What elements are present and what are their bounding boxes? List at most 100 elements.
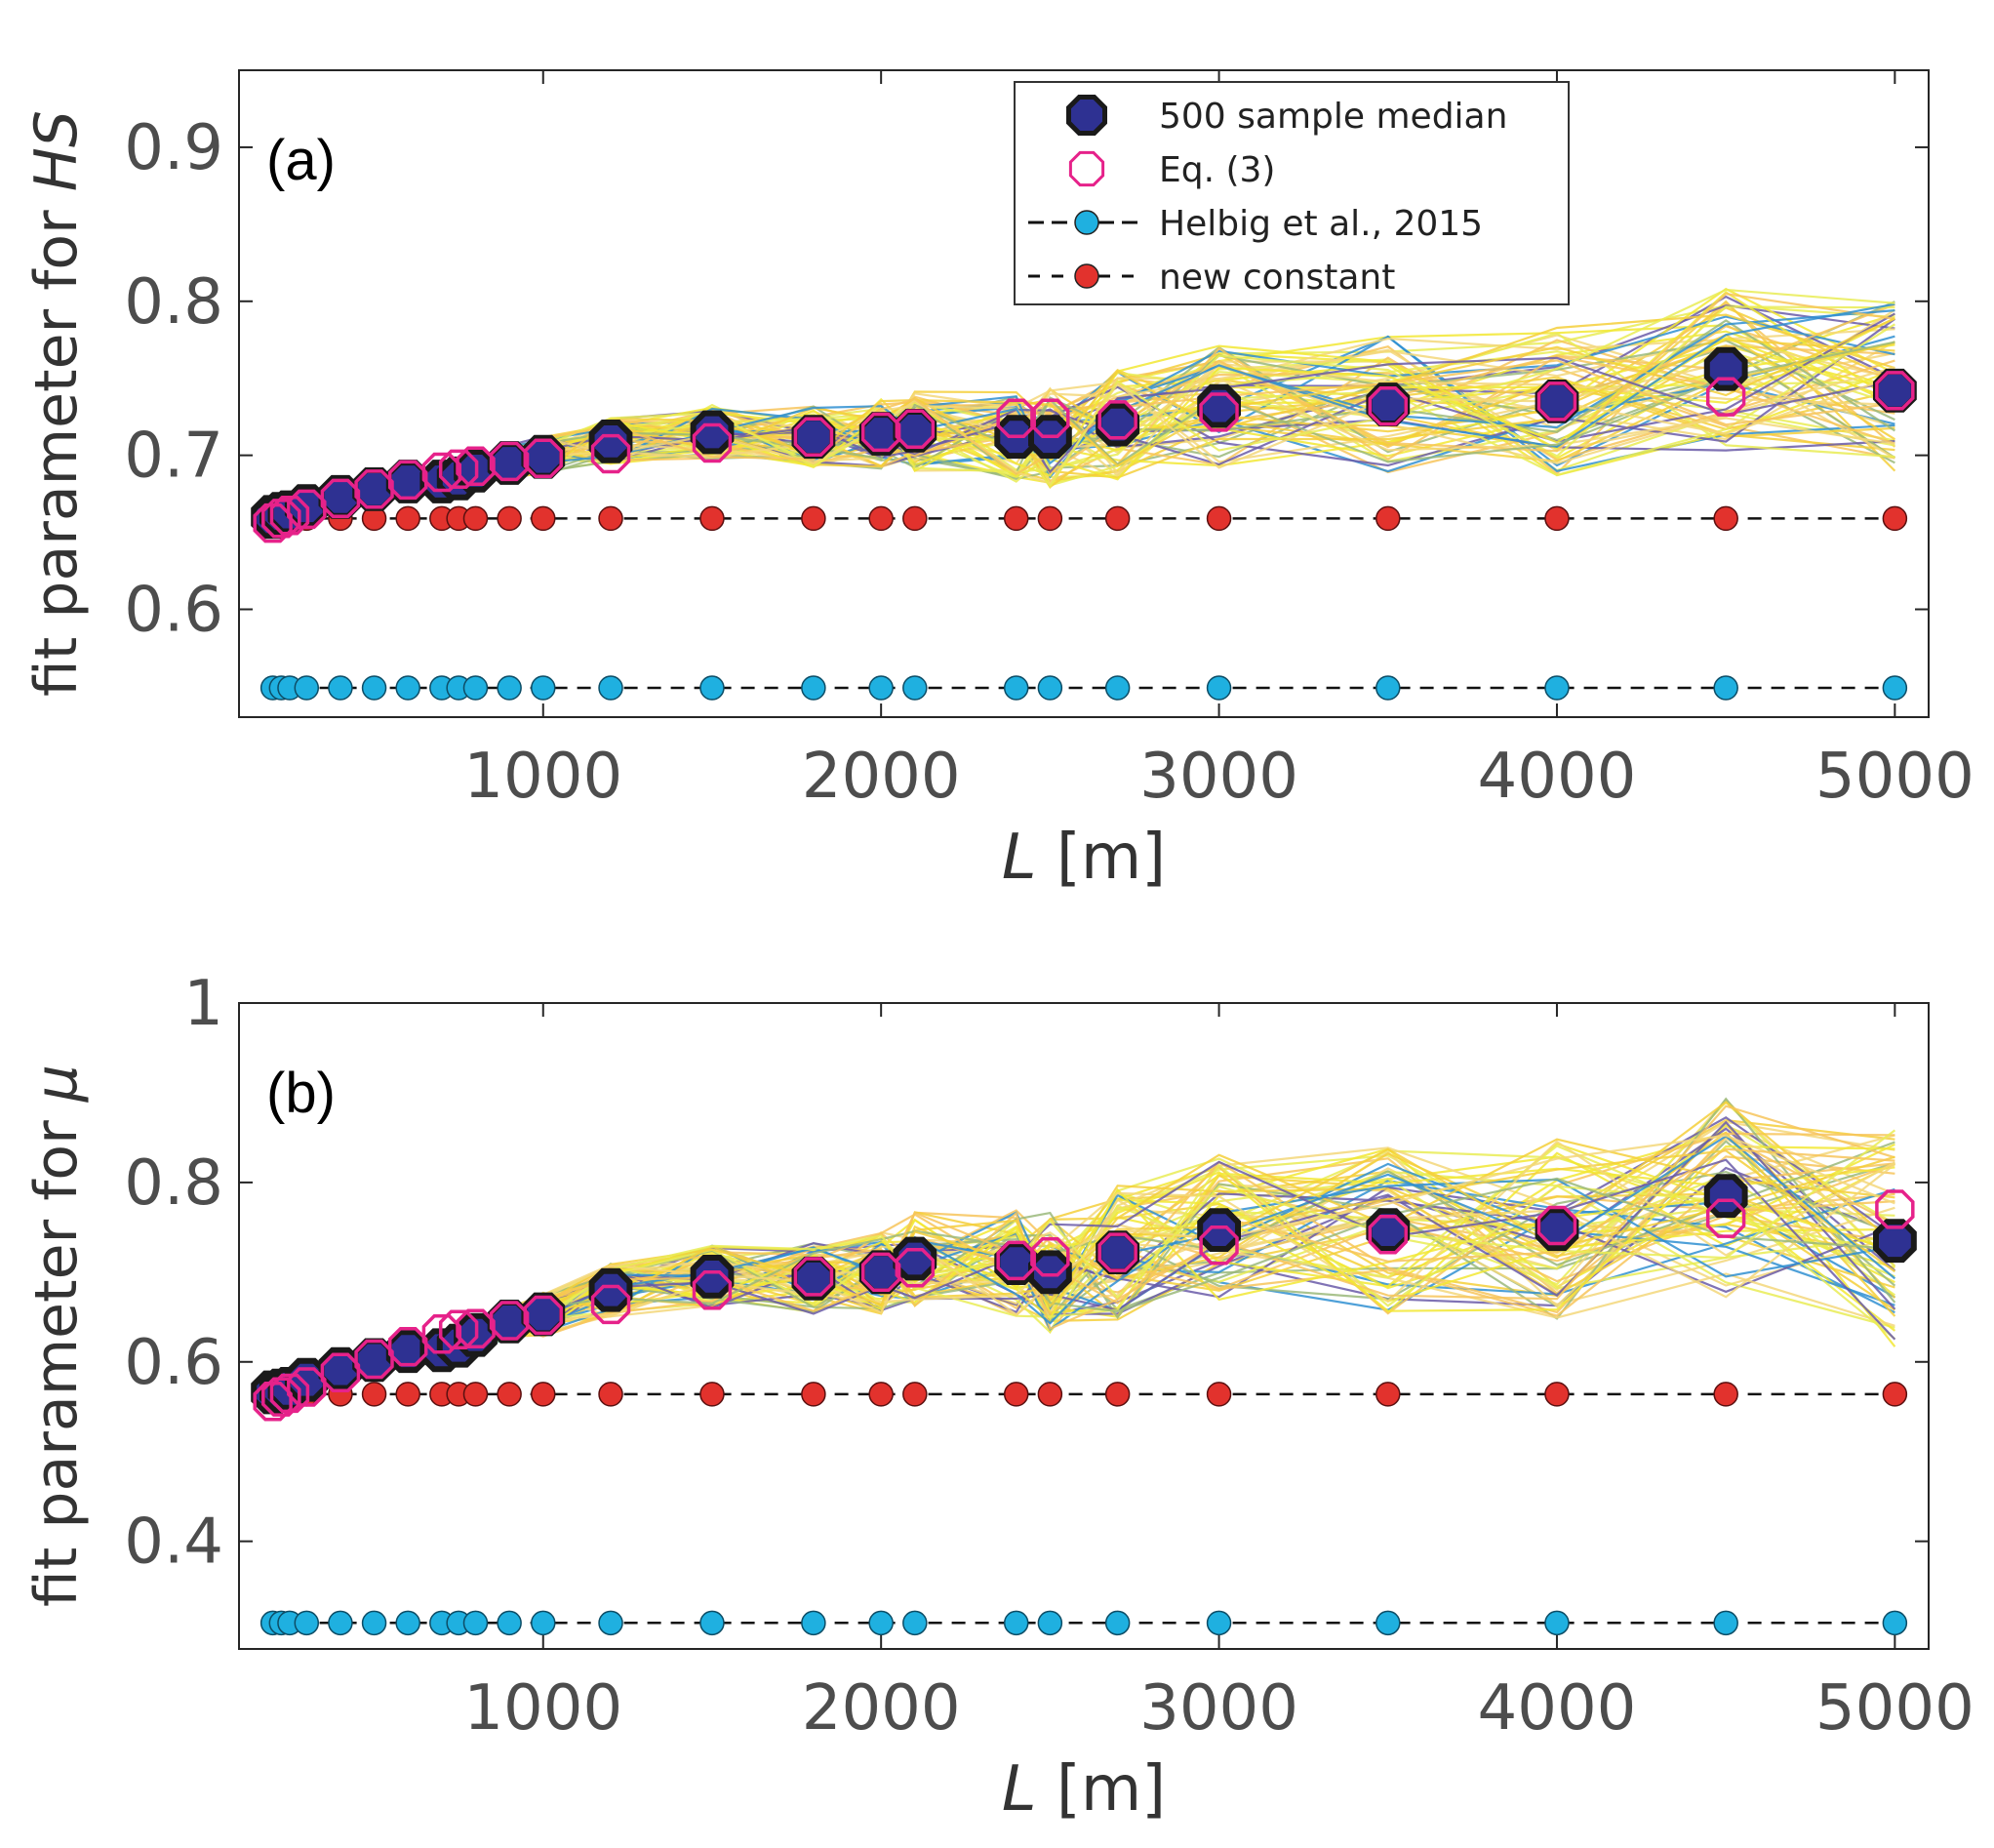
helbig-point (1104, 1610, 1131, 1636)
new-constant-point (1003, 1382, 1029, 1407)
eq3-point (269, 1373, 310, 1414)
eq3-point (261, 1377, 301, 1417)
new-constant-point (699, 505, 725, 532)
eq3-point (438, 449, 479, 490)
eq3-point (1705, 1198, 1746, 1238)
x-axis-unit: [m] (1037, 822, 1167, 894)
x-axis-unit: [m] (1037, 1753, 1167, 1826)
helbig-point (699, 675, 725, 701)
sample-line (271, 312, 1895, 523)
series-lines (272, 517, 1895, 690)
new-constant-point (531, 1382, 556, 1407)
legend-median-marker (1066, 95, 1107, 136)
helbig-point (328, 675, 353, 701)
x-axis-label: L [m] (1002, 822, 1166, 894)
sample-band (271, 1097, 1896, 1397)
helbig-point (902, 675, 928, 701)
median-point (690, 1255, 735, 1299)
eq3-point (1536, 1205, 1577, 1246)
eq3-point (1536, 382, 1577, 422)
helbig-point (1713, 675, 1738, 701)
helbig-point (1882, 1610, 1908, 1636)
eq3-point (1875, 1189, 1915, 1229)
helbig-point (1882, 675, 1908, 701)
y-axis-variable: μ (22, 1065, 91, 1103)
new-constant-point (395, 1382, 420, 1407)
new-constant-point (1037, 1382, 1063, 1407)
new-constant-point (1544, 505, 1570, 532)
eq3-point (1199, 392, 1239, 432)
y-axis-label: fit parameter for μ (22, 1065, 91, 1607)
helbig-point (462, 675, 489, 701)
helbig-point (497, 1610, 522, 1636)
new-constant-point (361, 1382, 387, 1407)
median-point (588, 1267, 633, 1312)
helbig-point (531, 675, 556, 701)
new-constant-point (801, 505, 826, 532)
panel-b: 1000 2000 3000 4000 5000 0.4 0.6 0.8 1 (b) L [m… (22, 968, 1974, 1826)
new-constant-point (462, 505, 489, 532)
new-constant-point (1037, 505, 1063, 532)
helbig-point (1206, 675, 1232, 701)
y-axis-text: fit parameter for (22, 191, 91, 697)
legend-label: Eq. (3) (1159, 150, 1275, 190)
eq3-point (996, 398, 1036, 438)
helbig-point (1104, 675, 1131, 701)
x-tick-label: 3000 (1139, 741, 1298, 813)
helbig-point (699, 1610, 725, 1636)
new-constant-point (801, 1382, 826, 1407)
helbig-point (1376, 675, 1401, 701)
helbig-point (902, 1610, 928, 1636)
helbig-point (361, 675, 387, 701)
helbig-point (1544, 675, 1570, 701)
legend-eq3-marker (1068, 150, 1105, 187)
new-constant-point (1104, 505, 1131, 532)
helbig-point (801, 675, 826, 701)
new-constant-point (497, 505, 522, 532)
series-markers (251, 1174, 1917, 1636)
new-constant-point (1713, 1382, 1738, 1407)
axes-frame (238, 69, 1930, 718)
helbig-point (294, 1610, 320, 1636)
eq3-point (261, 499, 301, 539)
helbig-point (598, 1610, 623, 1636)
new-constant-point (868, 1382, 894, 1407)
eq3-point (895, 409, 936, 450)
helbig-point (1037, 1610, 1063, 1636)
eq3-point (438, 1309, 479, 1349)
axes-frame (238, 1002, 1930, 1650)
y-axis-text: fit parameter for (22, 1102, 91, 1607)
eq3-point (1030, 398, 1070, 438)
y-tick-label: 0.9 (124, 112, 223, 184)
sample-band (271, 287, 1896, 524)
helbig-point (294, 675, 320, 701)
new-constant-point (1206, 1382, 1232, 1407)
eq3-point (1875, 371, 1915, 411)
eq3-point (1097, 1232, 1137, 1272)
y-axis-variable: HS (22, 110, 91, 191)
eq3-point (590, 433, 631, 474)
legend-helbig-marker (1074, 210, 1099, 235)
new-constant-point (1544, 1382, 1570, 1407)
new-constant-point (598, 1382, 623, 1407)
helbig-point (1003, 1610, 1029, 1636)
helbig-point (462, 1610, 489, 1636)
panel-label: (b) (266, 1062, 336, 1125)
eq3-point (1030, 1236, 1070, 1277)
eq3-point (523, 438, 563, 479)
new-constant-point (868, 505, 894, 532)
helbig-point (868, 675, 894, 701)
panel-label: (a) (266, 129, 336, 192)
legend-label: 500 sample median (1159, 97, 1507, 137)
y-tick-label: 0.7 (124, 421, 223, 493)
eq3-point (523, 1295, 563, 1336)
eq3-point (1368, 1214, 1408, 1255)
sample-line (271, 1166, 1895, 1396)
helbig-point (361, 1610, 387, 1636)
helbig-point (1003, 675, 1029, 701)
new-constant-point (497, 1382, 522, 1407)
eq3-point (692, 422, 733, 463)
x-tick-label: 2000 (802, 1672, 961, 1745)
eq3-point (793, 417, 834, 457)
helbig-point (395, 675, 420, 701)
